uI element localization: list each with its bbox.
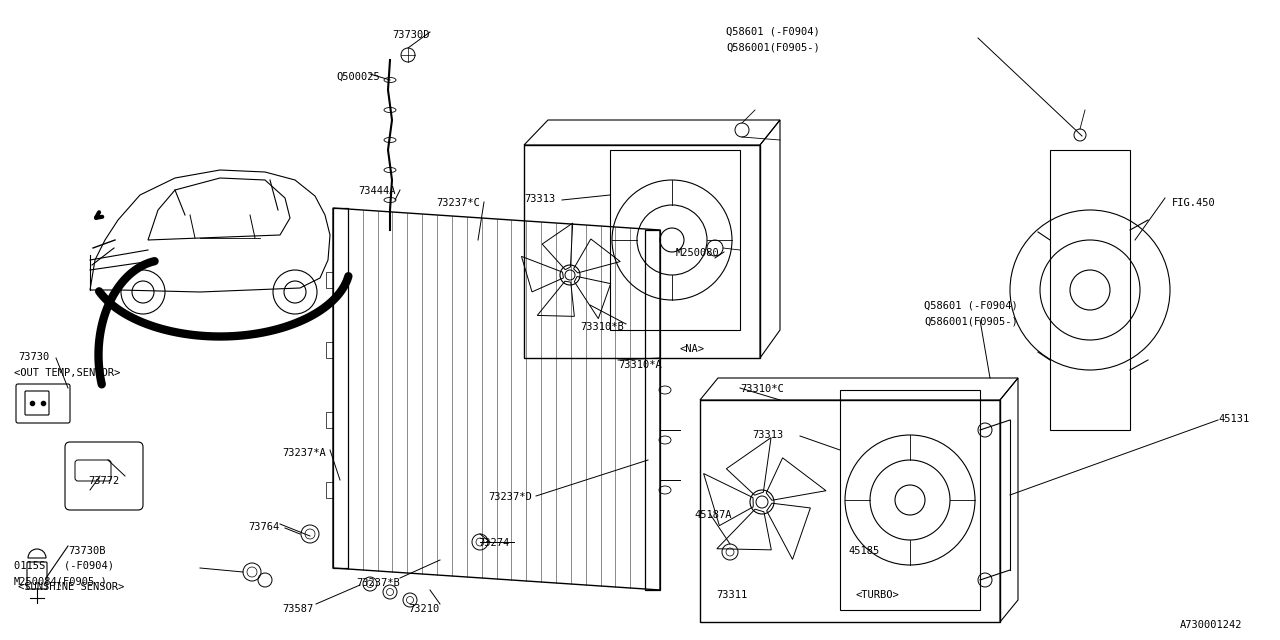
Text: M250080: M250080 [676,248,719,258]
Text: 73310*C: 73310*C [740,384,783,394]
Text: 73310*B: 73310*B [580,322,623,332]
Text: <OUT TEMP,SENSOR>: <OUT TEMP,SENSOR> [14,368,120,378]
Text: Q586001(F0905-): Q586001(F0905-) [924,316,1018,326]
Bar [840,390,980,610]
Text: 73210: 73210 [408,604,439,614]
Text: 73237*A: 73237*A [282,448,325,458]
Text: 73730D: 73730D [392,30,430,40]
Text: 73730: 73730 [18,352,49,362]
Text: 73274: 73274 [477,538,509,548]
Text: <NA>: <NA> [680,344,705,354]
Text: 0115S   (-F0904): 0115S (-F0904) [14,560,114,570]
Bar [326,482,333,498]
Text: FIG.450: FIG.450 [1172,198,1216,208]
Bar [326,272,333,288]
Text: <SUNSHINE SENSOR>: <SUNSHINE SENSOR> [18,582,124,592]
Bar [326,412,333,428]
Text: Q586001(F0905-): Q586001(F0905-) [726,42,819,52]
Bar [1050,150,1130,430]
Text: M250084(F0905-): M250084(F0905-) [14,576,108,586]
Text: Q58601 (-F0904): Q58601 (-F0904) [924,300,1018,310]
Text: 73311: 73311 [716,590,748,600]
Text: <TURBO>: <TURBO> [856,590,900,600]
Text: A730001242: A730001242 [1180,620,1243,630]
Text: 73772: 73772 [88,476,119,486]
Text: 73237*C: 73237*C [436,198,480,208]
Text: 73764: 73764 [248,522,279,532]
Text: 73310*A: 73310*A [618,360,662,370]
Text: 73237*B: 73237*B [356,578,399,588]
Text: 73313: 73313 [753,430,783,440]
Text: Q500025: Q500025 [335,72,380,82]
Text: 73444A: 73444A [358,186,396,196]
Text: 73730B: 73730B [68,546,105,556]
Text: 73237*D: 73237*D [488,492,531,502]
Bar [326,342,333,358]
Text: 45131: 45131 [1219,414,1249,424]
Text: Q58601 (-F0904): Q58601 (-F0904) [726,26,819,36]
Bar [611,150,740,330]
Text: 45187A: 45187A [694,510,731,520]
Text: 45185: 45185 [849,546,879,556]
Text: 73587: 73587 [282,604,314,614]
Text: 73313: 73313 [524,194,556,204]
